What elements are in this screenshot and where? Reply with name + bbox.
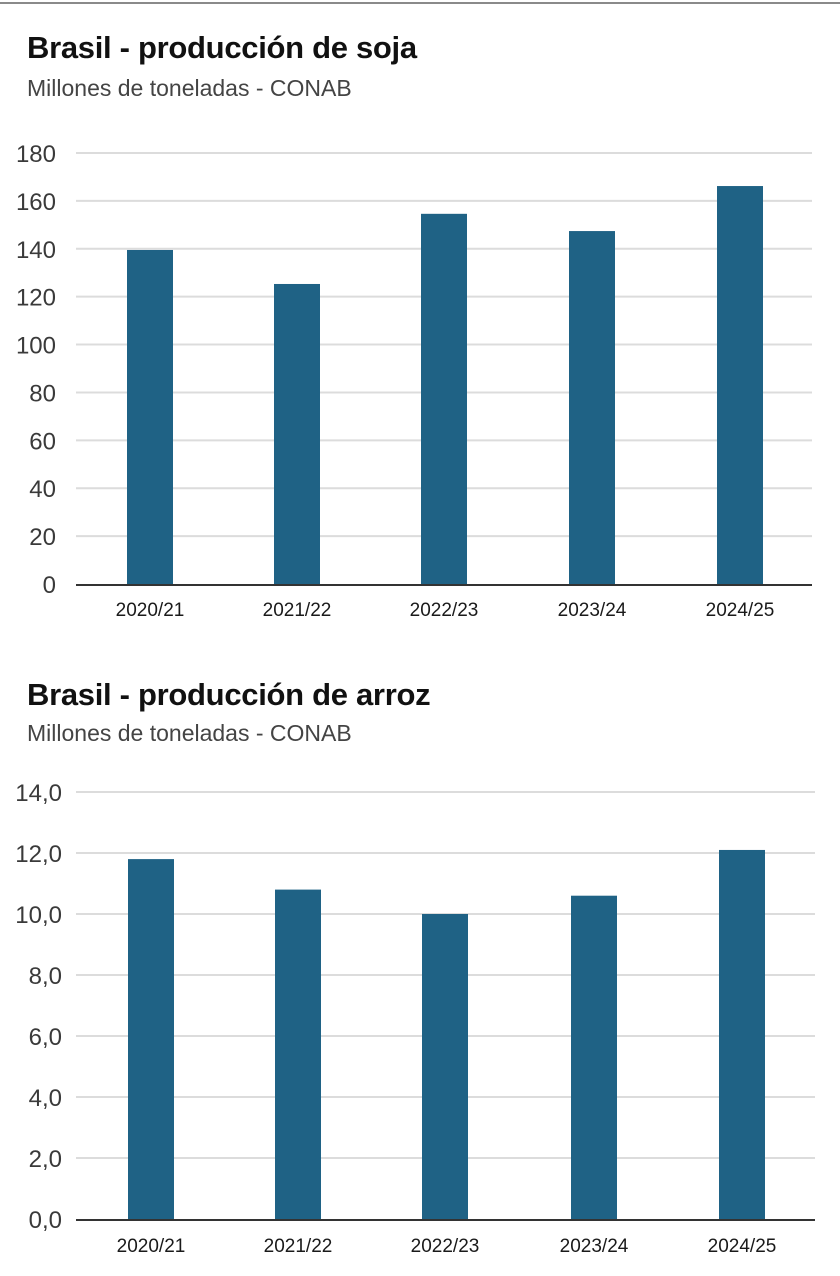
y-tick-label: 60 — [29, 428, 56, 455]
bar-2021-22 — [274, 283, 320, 584]
soja-bar-chart: 0 20 40 60 80 100 120 140 160 180 2020/21 2021/22 20… — [16, 141, 812, 621]
bar-2020-21 — [127, 249, 173, 584]
x-tick-label: 2023/24 — [558, 600, 627, 621]
x-tick-label: 2020/21 — [116, 600, 185, 621]
y-tick-label: 14,0 — [15, 780, 62, 807]
x-tick-label: 2020/21 — [117, 1236, 186, 1257]
y-tick-label: 100 — [16, 333, 56, 360]
bar-2021-22 — [275, 889, 321, 1219]
x-tick-label: 2021/22 — [263, 600, 332, 621]
y-tick-label: 8,0 — [29, 963, 62, 990]
y-tick-label: 120 — [16, 285, 56, 312]
y-tick-label: 0 — [43, 572, 56, 599]
x-tick-label: 2023/24 — [560, 1236, 629, 1257]
arroz-bar-chart: 0,0 2,0 4,0 6,0 8,0 10,0 12,0 14,0 2020/21 2021/2… — [15, 780, 815, 1257]
x-tick-label: 2022/23 — [411, 1236, 480, 1257]
bar-2020-21 — [128, 859, 174, 1219]
x-tick-label: 2022/23 — [410, 600, 479, 621]
y-tick-label: 4,0 — [29, 1085, 62, 1112]
y-tick-label: 80 — [29, 380, 56, 407]
y-tick-label: 12,0 — [15, 841, 62, 868]
y-tick-label: 160 — [16, 189, 56, 216]
y-tick-label: 20 — [29, 524, 56, 551]
y-tick-label: 140 — [16, 237, 56, 264]
bar-2023-24 — [571, 895, 617, 1219]
bar-2024-25 — [717, 186, 763, 584]
chart-title-soja: Brasil - producción de soja — [27, 30, 417, 65]
x-tick-label: 2024/25 — [708, 1236, 777, 1257]
bar-2023-24 — [569, 231, 615, 584]
y-tick-label: 6,0 — [29, 1024, 62, 1051]
chart-subtitle-arroz: Millones de toneladas - CONAB — [27, 720, 352, 746]
bar-2022-23 — [421, 213, 467, 584]
chart-subtitle-soja: Millones de toneladas - CONAB — [27, 75, 352, 101]
y-tick-label: 180 — [16, 141, 56, 168]
y-tick-label: 40 — [29, 476, 56, 503]
y-tick-label: 2,0 — [29, 1146, 62, 1173]
y-tick-label: 0,0 — [29, 1207, 62, 1234]
chart-title-arroz: Brasil - producción de arroz — [27, 677, 431, 712]
bar-2022-23 — [422, 914, 468, 1219]
bar-2024-25 — [719, 849, 765, 1219]
y-tick-label: 10,0 — [15, 902, 62, 929]
x-tick-label: 2024/25 — [706, 600, 775, 621]
x-tick-label: 2021/22 — [264, 1236, 333, 1257]
top-border — [0, 2, 840, 4]
